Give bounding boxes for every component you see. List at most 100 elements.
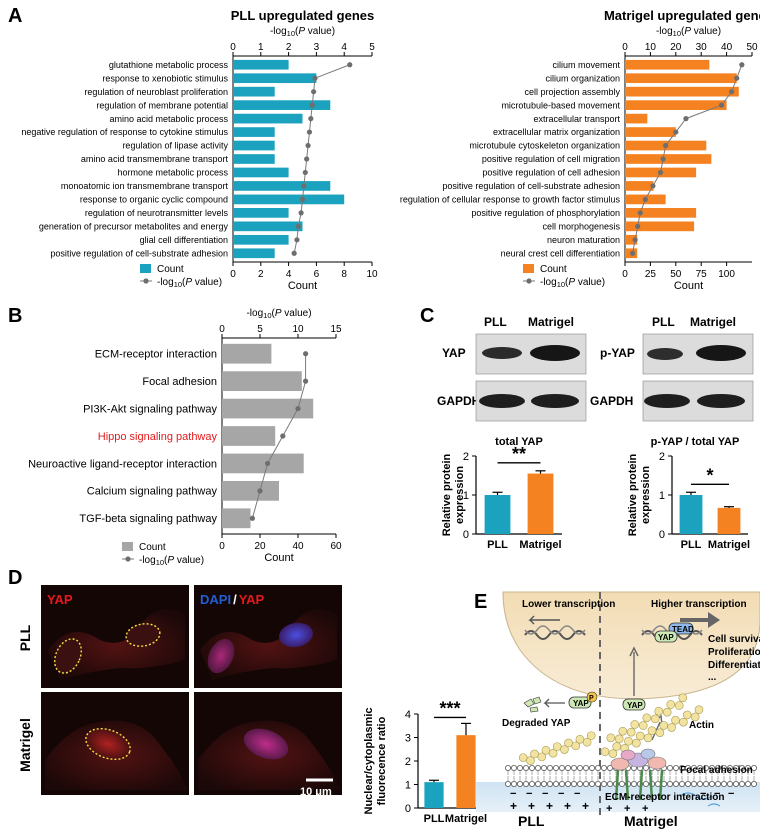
lipid-head — [565, 765, 572, 772]
yap-phospho-icon — [568, 696, 592, 709]
panel-letter-b: B — [8, 305, 22, 327]
lipid-head — [733, 781, 740, 788]
actin-bead — [606, 733, 616, 743]
chart-total-yap: total YAP 0 1 2 Relative protein expression PL… — [441, 436, 562, 551]
y-tick-label: 1 — [659, 490, 665, 502]
bar — [717, 507, 741, 534]
bar — [233, 167, 289, 178]
bar — [222, 398, 314, 419]
y-tick-label: 2 — [405, 756, 411, 768]
pvalue-point — [642, 196, 648, 202]
lipid-head — [529, 781, 536, 788]
actin-bead — [682, 710, 692, 720]
phosphate-icon — [586, 691, 598, 703]
actin-bead — [612, 742, 622, 751]
top-axis-label: -log10(P value) — [270, 26, 335, 38]
y-tick-label: 2 — [463, 451, 469, 463]
actin-bead — [647, 726, 657, 736]
category-label: ECM-receptor interaction — [95, 349, 217, 361]
lipid-head — [595, 781, 602, 788]
charge-plus: + — [624, 803, 630, 815]
pvalue-point — [295, 405, 301, 412]
bar — [625, 113, 648, 124]
pvalue-point — [739, 62, 745, 68]
actin-bead — [643, 733, 653, 743]
pvalue-point — [309, 102, 315, 108]
lipid-head — [601, 765, 608, 772]
chart-title: total YAP — [495, 436, 543, 448]
micro-label-dapi: DAPI / YAP — [200, 592, 265, 607]
chart-pyap-ratio: p-YAP / total YAP 0 1 2 Relative protein expr… — [627, 436, 750, 551]
category-label: glutathione metabolic process — [109, 60, 229, 70]
bottom-tick-label: 50 — [670, 269, 682, 280]
surface-charges: − − − − −+ + + + + + + +− − − — [510, 788, 734, 815]
actin-bead — [564, 738, 573, 748]
actin-bead — [666, 700, 676, 709]
bar — [233, 113, 303, 124]
pvalue-point — [265, 460, 271, 467]
lipid-head — [583, 781, 590, 788]
pvalue-point — [257, 488, 263, 494]
top-tick-label: 0 — [219, 324, 225, 335]
y-axis-label: fluorecence ratio — [376, 716, 388, 805]
panel-letter-a: A — [8, 5, 22, 27]
category-label: cilium movement — [552, 60, 620, 70]
bar — [233, 127, 275, 137]
actin-bead — [518, 753, 528, 762]
western-blots: PLL Matrigel PLL Matrigel YAP GAPDH p-YA… — [437, 315, 754, 422]
category-label: amino acid metabolic process — [109, 114, 228, 124]
lipid-head — [679, 781, 686, 788]
lipid-head — [547, 765, 554, 772]
label-actin: Actin — [689, 720, 714, 731]
micro-image-matrigel-yap — [41, 692, 189, 795]
bottom-tick-label: 40 — [292, 541, 304, 552]
actin-bead — [624, 736, 633, 746]
x-axis-label: Count — [674, 280, 703, 292]
y-tick-label: 0 — [405, 803, 411, 815]
blot-lane-pll: PLL — [484, 315, 507, 329]
actin-bead — [638, 721, 648, 730]
category-label: neuron maturation — [547, 235, 620, 245]
top-tick-label: 0 — [230, 42, 236, 53]
microscopy-panel: PLL Matrigel YAP DAPI / YAP 10 μm — [17, 585, 342, 798]
bottom-tick-label: 8 — [341, 269, 347, 280]
yap-schematic: Lower transcription Higher transcription… — [476, 591, 760, 829]
bar — [456, 735, 476, 808]
blot-label-pyap: p-YAP — [600, 346, 635, 360]
pvalue-point — [280, 433, 286, 439]
category-label: microtubule-based movement — [501, 100, 620, 110]
pvalue-point — [657, 169, 664, 176]
top-tick-label: 20 — [670, 42, 682, 53]
charge-plus: + — [642, 803, 648, 815]
label-yap-nuclear: YAP — [658, 633, 674, 642]
bar — [233, 86, 275, 97]
charge-plus: + — [582, 799, 589, 813]
category-label: extracellular matrix organization — [493, 127, 620, 137]
actin-bead — [654, 706, 664, 716]
label-outcome-1: Cell survival, — [708, 634, 760, 645]
pvalue-point — [299, 196, 306, 202]
category-label: monoatomic ion transmembrane transport — [61, 181, 229, 191]
charge-minus: − — [728, 788, 734, 800]
bar — [625, 100, 727, 110]
lipid-head — [745, 781, 752, 788]
lipid-head — [559, 781, 566, 788]
lipid-head — [751, 781, 758, 788]
y-tick-label: 1 — [463, 490, 469, 502]
actin-bead — [526, 756, 535, 765]
category-label: microtubule cytoskeleton organization — [469, 141, 620, 151]
actin-bead — [552, 742, 562, 751]
pvalue-point — [718, 102, 725, 108]
category-label: cilium organization — [545, 73, 620, 83]
actin-bead — [690, 712, 700, 722]
category-label: regulation of lipase activity — [122, 141, 228, 151]
actin-bead — [630, 720, 640, 729]
bar — [527, 473, 554, 534]
label-ecm-receptor: ECM-receptor interaction — [605, 792, 724, 803]
x-axis-label: Count — [264, 552, 293, 564]
pvalue-point — [729, 89, 735, 95]
category-label: cell projection assembly — [524, 87, 620, 97]
actin-bead — [694, 705, 704, 715]
label-pll-surface: PLL — [518, 813, 545, 829]
